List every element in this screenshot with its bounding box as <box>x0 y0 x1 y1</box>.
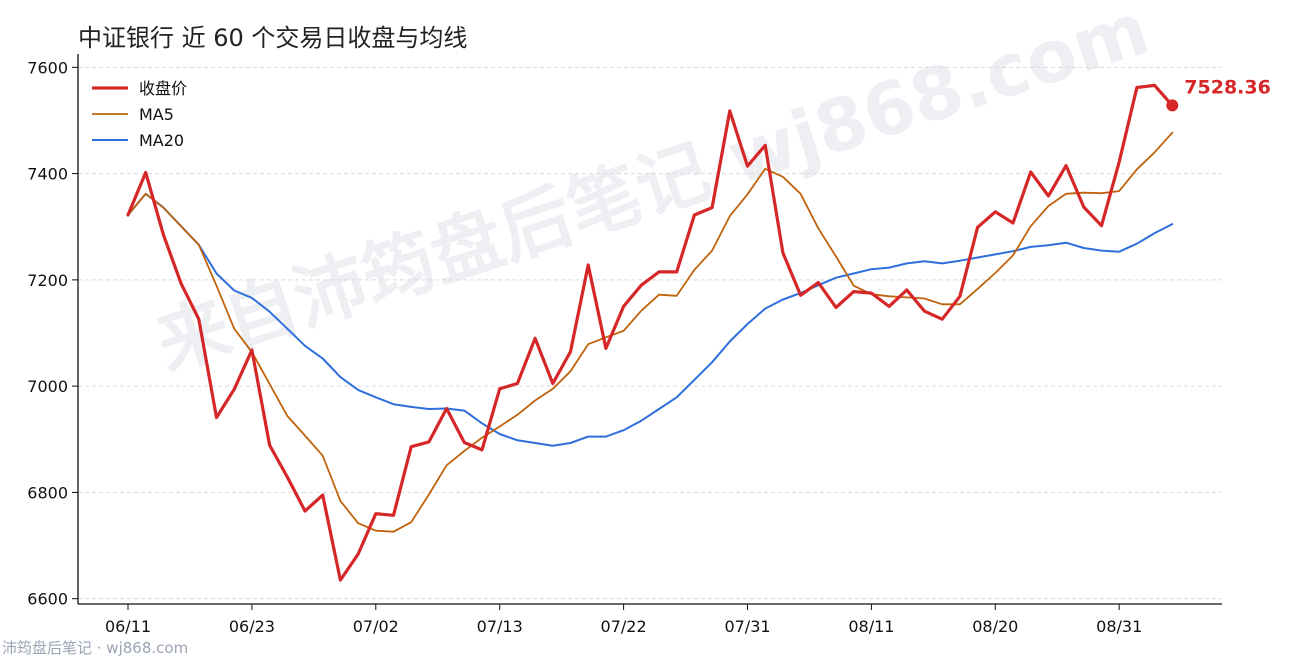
series-line-ma5 <box>127 131 1174 533</box>
x-tick-label-06-23: 06/23 <box>229 617 275 636</box>
x-tick-label-07-31: 07/31 <box>724 617 770 636</box>
series-line-ma20 <box>127 192 1174 447</box>
x-tick-label-07-02: 07/02 <box>353 617 399 636</box>
x-tick-label-07-22: 07/22 <box>601 617 647 636</box>
last-close-label: 7528.36 <box>1184 76 1271 98</box>
chart-title: 中证银行 近 60 个交易日收盘与均线 <box>78 24 468 52</box>
legend-label-ma20: MA20 <box>139 131 184 150</box>
watermark-text: 来自沛筠盘后笔记 wj868.com <box>146 0 1158 386</box>
y-tick-label-7400: 7400 <box>27 165 68 184</box>
x-tick-label-06-11: 06/11 <box>105 617 151 636</box>
last-close-point <box>1166 99 1179 112</box>
x-tick-label-08-11: 08/11 <box>848 617 894 636</box>
y-tick-label-6800: 6800 <box>27 483 68 502</box>
legend-label-close: 收盘价 <box>139 79 187 98</box>
y-tick-label-7600: 7600 <box>27 58 68 77</box>
legend: 收盘价 MA5 MA20 <box>92 79 187 150</box>
series-line-close <box>126 83 1174 582</box>
series-layer: 7528.36 <box>126 76 1271 582</box>
y-tick-label-6600: 6600 <box>27 590 68 609</box>
footer-source: 沛筠盘后笔记 · wj868.com <box>2 639 189 657</box>
axes: 6600 6800 7000 7200 7400 7600 06/11 06/23 07/02 0… <box>27 54 1222 636</box>
legend-label-ma5: MA5 <box>139 105 174 124</box>
x-tick-label-08-31: 08/31 <box>1096 617 1142 636</box>
y-tick-label-7200: 7200 <box>27 271 68 290</box>
x-tick-label-07-13: 07/13 <box>477 617 523 636</box>
y-tick-label-7000: 7000 <box>27 377 68 396</box>
x-tick-label-08-20: 08/20 <box>972 617 1018 636</box>
